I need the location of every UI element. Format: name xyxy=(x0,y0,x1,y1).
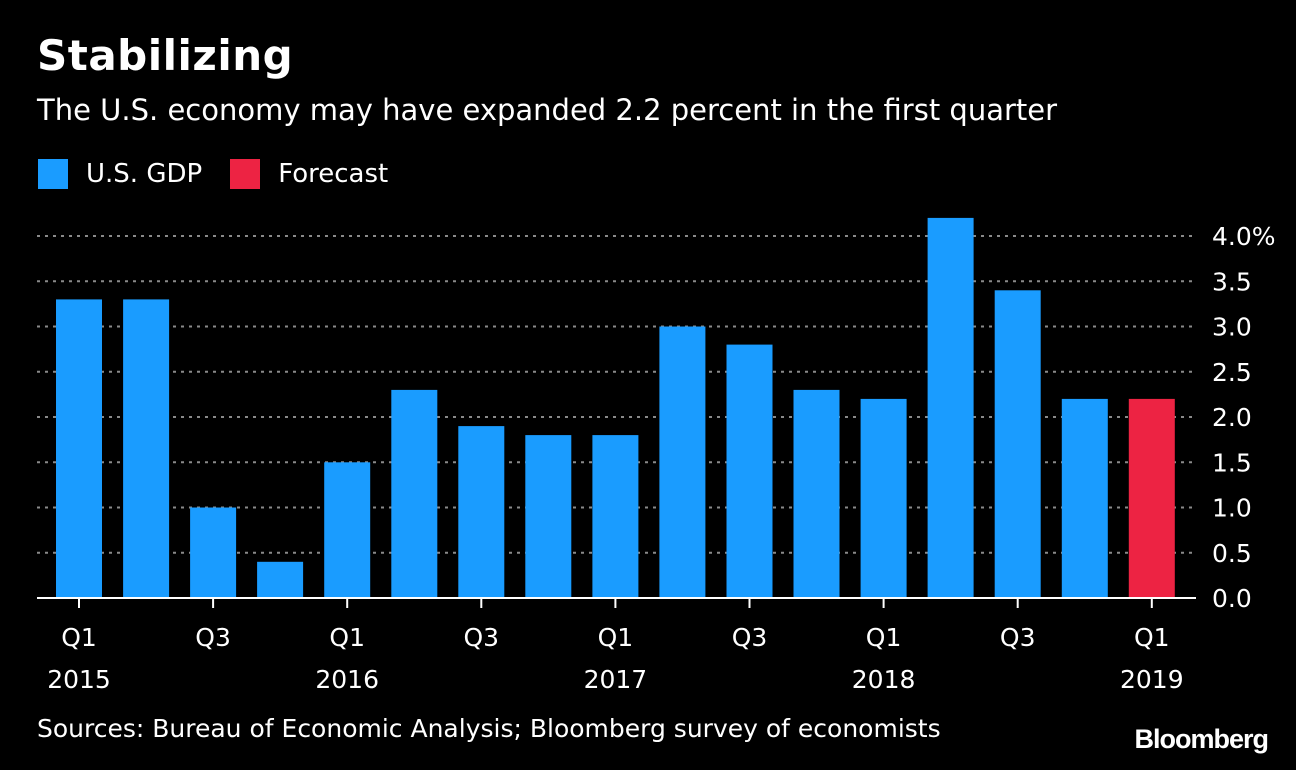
chart-subtitle: The U.S. economy may have expanded 2.2 p… xyxy=(37,93,1058,127)
source-note: Sources: Bureau of Economic Analysis; Bl… xyxy=(37,714,941,743)
bar-gdp xyxy=(1061,398,1108,598)
bar-gdp xyxy=(257,561,304,598)
bar-gdp xyxy=(994,290,1041,598)
x-tick-label-quarter: Q1 xyxy=(866,623,902,652)
y-tick-label: 1.0 xyxy=(1212,494,1252,523)
x-tick-label-year: 2018 xyxy=(852,665,916,694)
y-tick-label: 0.5 xyxy=(1212,539,1252,568)
x-tick-label-quarter: Q1 xyxy=(598,623,634,652)
bar-gdp xyxy=(927,217,974,598)
bar-gdp xyxy=(190,507,237,598)
bar-gdp xyxy=(391,389,438,598)
bar-gdp xyxy=(123,299,170,598)
y-tick-label: 2.5 xyxy=(1212,358,1252,387)
legend-label-forecast: Forecast xyxy=(278,159,389,189)
x-tick-label-year: 2017 xyxy=(584,665,648,694)
y-tick-label: 3.5 xyxy=(1212,267,1252,296)
bar-gdp xyxy=(793,389,840,598)
chart-title: Stabilizing xyxy=(37,31,294,80)
bar-gdp xyxy=(592,435,639,598)
x-tick-label-year: 2019 xyxy=(1120,665,1184,694)
y-tick-label: 4.0% xyxy=(1212,222,1276,251)
bar-gdp xyxy=(324,462,371,599)
x-tick-label-quarter: Q1 xyxy=(329,623,365,652)
x-tick-label-year: 2015 xyxy=(47,665,111,694)
x-tick-label-year: 2016 xyxy=(315,665,379,694)
x-tick-label-quarter: Q1 xyxy=(1134,623,1170,652)
y-tick-label: 2.0 xyxy=(1212,403,1252,432)
y-tick-label: 0.0 xyxy=(1212,584,1252,613)
x-tick-label-quarter: Q3 xyxy=(1000,623,1036,652)
legend-label-gdp: U.S. GDP xyxy=(86,159,203,189)
bloomberg-logo: Bloomberg xyxy=(1134,724,1269,754)
legend-swatch-gdp xyxy=(38,159,68,189)
x-tick-label-quarter: Q3 xyxy=(195,623,231,652)
bar-gdp xyxy=(726,344,773,598)
x-tick-label-quarter: Q3 xyxy=(464,623,500,652)
bar-gdp xyxy=(860,398,907,598)
legend: U.S. GDP Forecast xyxy=(38,158,416,190)
bar-forecast xyxy=(1128,398,1175,598)
bar-gdp xyxy=(56,299,102,598)
x-tick-label-quarter: Q3 xyxy=(732,623,768,652)
x-tick-label-quarter: Q1 xyxy=(61,623,97,652)
bar-gdp xyxy=(458,426,505,598)
legend-item-forecast: Forecast xyxy=(230,159,388,189)
y-tick-label: 3.0 xyxy=(1212,313,1252,342)
legend-swatch-forecast xyxy=(230,159,261,189)
legend-item-gdp: U.S. GDP xyxy=(38,159,202,189)
bar-gdp xyxy=(659,326,706,598)
bar-gdp xyxy=(525,435,572,598)
y-tick-label: 1.5 xyxy=(1212,448,1252,477)
